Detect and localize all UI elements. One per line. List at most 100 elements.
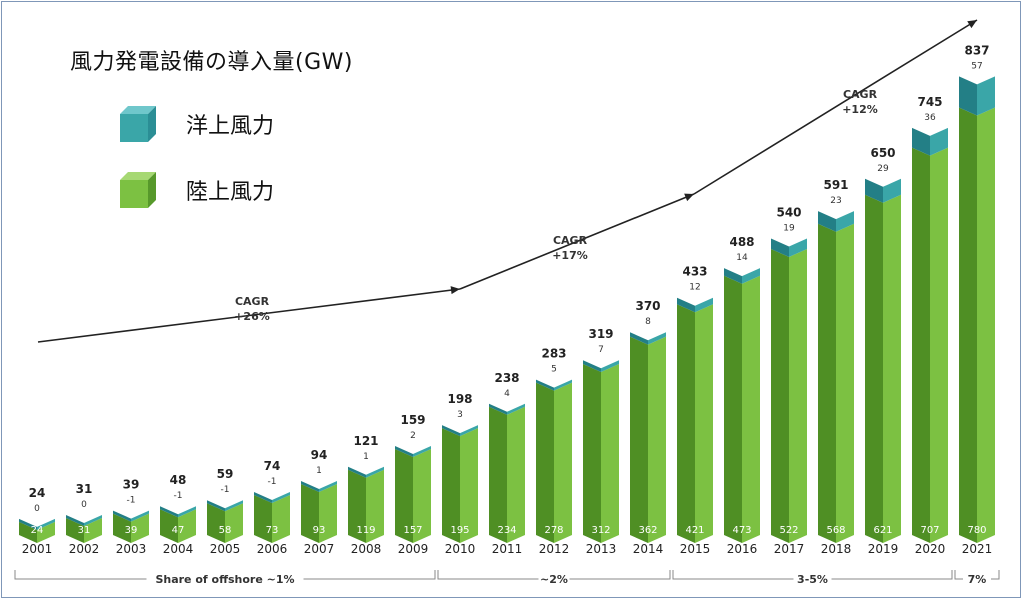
x-tick-label-2020: 2020 <box>915 542 946 556</box>
legend-swatch-onshore-icon <box>120 172 156 208</box>
onshore-value-label-2013: 312 <box>591 525 610 536</box>
cagr-label-3: CAGR <box>843 88 878 101</box>
offshore-value-label-2018: 23 <box>830 196 841 206</box>
legend-item-onshore: 陸上風力 <box>120 172 274 208</box>
offshore-value-label-2001: 0 <box>34 504 40 514</box>
total-value-label-2015: 433 <box>682 265 707 279</box>
x-tick-label-2017: 2017 <box>774 542 805 556</box>
bar-offshore-right-2012 <box>554 379 572 391</box>
cagr-label-1: CAGR <box>235 295 270 308</box>
onshore-value-label-2011: 234 <box>497 525 516 536</box>
offshore-value-label-2014: 8 <box>645 317 651 327</box>
offshore-value-label-2010: 3 <box>457 410 463 420</box>
chart-title: 風力発電設備の導入量(GW) <box>70 50 353 75</box>
cagr-value-1: +26% <box>234 310 270 323</box>
offshore-value-label-2020: 36 <box>924 113 936 123</box>
offshore-value-label-2005: -1 <box>221 485 230 495</box>
bar-offshore-left-2015 <box>677 297 695 313</box>
cagr-arrowhead-icon-3 <box>967 20 977 29</box>
onshore-value-label-2015: 421 <box>685 525 704 536</box>
bar-onshore-right-2009 <box>413 448 431 543</box>
total-value-label-2010: 198 <box>447 392 472 406</box>
bar-offshore-right-2020 <box>930 127 948 156</box>
offshore-share-label-1: Share of offshore ~1% <box>155 573 294 586</box>
total-value-label-2001: 24 <box>29 486 46 500</box>
offshore-value-label-2019: 29 <box>877 164 889 174</box>
bar-onshore-right-2004 <box>178 509 196 543</box>
offshore-value-label-2015: 12 <box>689 283 700 293</box>
offshore-value-label-2008: 1 <box>363 452 369 462</box>
onshore-value-label-2004: 47 <box>172 525 185 536</box>
onshore-value-label-2012: 278 <box>544 525 563 536</box>
x-tick-label-2016: 2016 <box>727 542 758 556</box>
onshore-value-label-2019: 621 <box>873 525 892 536</box>
total-value-label-2011: 238 <box>494 371 519 385</box>
total-value-label-2017: 540 <box>776 206 801 220</box>
bar-onshore-right-2007 <box>319 484 337 543</box>
bar-offshore-left-2013 <box>583 360 601 373</box>
bar-offshore-left-2001 <box>19 518 37 530</box>
bar-onshore-left-2015 <box>677 304 695 543</box>
onshore-value-label-2021: 780 <box>967 525 986 536</box>
x-tick-label-2021: 2021 <box>962 542 993 556</box>
x-tick-label-2018: 2018 <box>821 542 852 556</box>
onshore-value-label-2005: 58 <box>219 525 232 536</box>
cagr-label-2: CAGR <box>553 234 588 247</box>
bar-offshore-left-2005 <box>207 500 225 512</box>
bar-offshore-left-2011 <box>489 403 507 415</box>
total-value-label-2008: 121 <box>353 434 378 448</box>
onshore-value-label-2002: 31 <box>78 525 91 536</box>
bar-onshore-right-2020 <box>930 147 948 543</box>
bar-offshore-right-2010 <box>460 425 478 437</box>
x-tick-label-2004: 2004 <box>163 542 194 556</box>
bar-onshore-right-2008 <box>366 469 384 543</box>
bar-onshore-left-2014 <box>630 336 648 543</box>
bar-offshore-right-2009 <box>413 445 431 457</box>
bar-onshore-right-2012 <box>554 382 572 543</box>
legend-item-offshore: 洋上風力 <box>120 106 274 142</box>
cagr-arrowhead-icon-1 <box>450 286 460 295</box>
x-tick-label-2007: 2007 <box>304 542 335 556</box>
onshore-value-label-2003: 39 <box>125 525 138 536</box>
x-tick-label-2013: 2013 <box>586 542 617 556</box>
offshore-value-label-2013: 7 <box>598 345 604 355</box>
onshore-value-label-2009: 157 <box>403 525 422 536</box>
offshore-value-label-2016: 14 <box>736 253 748 263</box>
bar-onshore-left-2003 <box>113 513 131 543</box>
bar-offshore-right-2021 <box>977 76 995 116</box>
bar-onshore-right-2014 <box>648 336 666 543</box>
offshore-share-label-2: ~2% <box>540 573 568 586</box>
onshore-value-label-2006: 73 <box>266 525 279 536</box>
onshore-value-label-2016: 473 <box>732 525 751 536</box>
bar-onshore-right-2019 <box>883 194 901 543</box>
bar-offshore-right-2014 <box>648 332 666 345</box>
legend-label-onshore: 陸上風力 <box>186 180 275 205</box>
onshore-value-label-2001: 24 <box>31 525 44 536</box>
cagr-trend-line-1 <box>37 288 461 343</box>
offshore-value-label-2009: 2 <box>410 431 416 441</box>
bar-offshore-right-2005 <box>225 500 243 512</box>
onshore-value-label-2020: 707 <box>920 525 939 536</box>
bar-onshore-right-2005 <box>225 503 243 543</box>
bar-offshore-right-2006 <box>272 491 290 503</box>
offshore-share-label-bg-3 <box>793 572 832 586</box>
bar-offshore-right-2011 <box>507 403 525 415</box>
bar-offshore-right-2016 <box>742 268 760 284</box>
bar-offshore-right-2002 <box>84 515 102 527</box>
bar-onshore-left-2013 <box>583 364 601 543</box>
total-value-label-2007: 94 <box>311 448 328 462</box>
x-tick-label-2009: 2009 <box>398 542 429 556</box>
bar-offshore-right-2001 <box>37 518 55 530</box>
bar-offshore-left-2010 <box>442 425 460 437</box>
cagr-value-2: +17% <box>552 249 588 262</box>
bar-offshore-left-2002 <box>66 515 84 527</box>
bar-onshore-left-2018 <box>818 223 836 543</box>
bar-onshore-left-2011 <box>489 406 507 543</box>
bar-onshore-right-2013 <box>601 364 619 543</box>
bar-onshore-right-2016 <box>742 275 760 543</box>
total-value-label-2006: 74 <box>264 459 281 473</box>
total-value-label-2021: 837 <box>964 43 989 57</box>
x-tick-label-2002: 2002 <box>69 542 100 556</box>
